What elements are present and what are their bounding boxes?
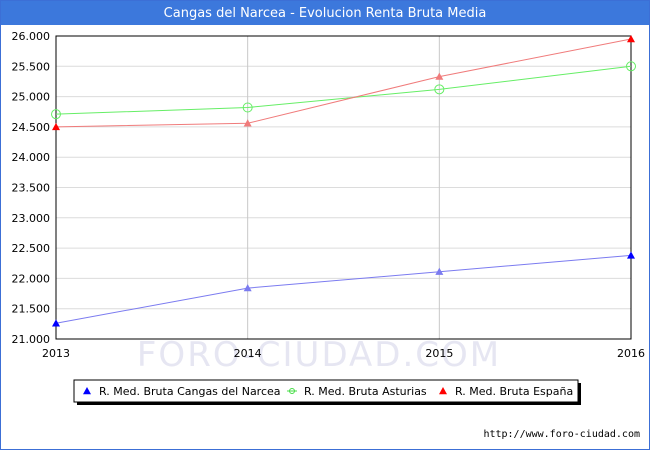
legend-item: R. Med. Bruta Cangas del Narcea bbox=[83, 385, 281, 398]
legend-label: R. Med. Bruta España bbox=[455, 385, 573, 398]
y-tick-label: 25.500 bbox=[12, 60, 51, 73]
legend-label: R. Med. Bruta Asturias bbox=[304, 385, 427, 398]
series-1 bbox=[52, 251, 635, 327]
x-tick-label: 2015 bbox=[425, 347, 453, 360]
data-point bbox=[52, 319, 60, 327]
series bbox=[51, 35, 636, 327]
data-point bbox=[243, 119, 252, 127]
chart-title: Cangas del Narcea - Evolucion Renta Brut… bbox=[1, 1, 649, 25]
grid bbox=[55, 35, 632, 340]
data-point bbox=[435, 72, 444, 80]
legend-items: R. Med. Bruta Cangas del Narcea R. Med. B… bbox=[83, 385, 573, 398]
y-tick-label: 25.000 bbox=[12, 91, 51, 104]
legend-label: R. Med. Bruta Cangas del Narcea bbox=[99, 385, 281, 398]
y-tick-label: 24.500 bbox=[12, 121, 51, 134]
source-url: http://www.foro-ciudad.com bbox=[483, 429, 640, 440]
y-tick-label: 21.500 bbox=[12, 303, 51, 316]
y-tick-label: 22.500 bbox=[12, 242, 51, 255]
series-2 bbox=[51, 61, 636, 120]
data-point bbox=[51, 109, 61, 120]
y-axis-ticks: 21.000 21.500 22.000 22.500 23.000 23.500 24.0… bbox=[12, 30, 51, 346]
data-point bbox=[627, 251, 635, 259]
data-point bbox=[627, 35, 635, 43]
x-axis-ticks: 2013 2014 2015 2016 bbox=[42, 347, 645, 360]
y-tick-label: 23.500 bbox=[12, 182, 51, 195]
data-point bbox=[243, 284, 252, 292]
legend-item: R. Med. Bruta España bbox=[439, 385, 573, 398]
series-3 bbox=[52, 35, 635, 131]
legend-item: R. Med. Bruta Asturias bbox=[287, 385, 427, 398]
legend-box bbox=[73, 379, 579, 403]
series-line bbox=[55, 65, 632, 115]
x-tick-label: 2014 bbox=[234, 347, 262, 360]
legend-marker bbox=[83, 387, 91, 395]
plot-area-border bbox=[55, 35, 632, 340]
watermark-text: FORO-CIUDAD.COM bbox=[137, 335, 501, 375]
data-point bbox=[435, 267, 444, 275]
x-tick-label: 2016 bbox=[617, 347, 645, 360]
series-line bbox=[55, 38, 632, 128]
series-line bbox=[55, 254, 632, 324]
data-point bbox=[242, 102, 253, 113]
y-tick-label: 24.000 bbox=[12, 151, 51, 164]
y-tick-label: 23.000 bbox=[12, 212, 51, 225]
data-point bbox=[434, 84, 445, 95]
legend: R. Med. Bruta Cangas del Narcea R. Med. B… bbox=[73, 379, 581, 405]
legend-marker bbox=[439, 387, 447, 395]
y-tick-label: 21.000 bbox=[12, 333, 51, 346]
data-point bbox=[52, 122, 60, 131]
y-tick-label: 22.000 bbox=[12, 272, 51, 285]
legend-marker bbox=[289, 388, 295, 394]
data-point bbox=[626, 61, 636, 72]
y-tick-label: 26.000 bbox=[12, 30, 51, 43]
x-tick-label: 2013 bbox=[42, 347, 70, 360]
